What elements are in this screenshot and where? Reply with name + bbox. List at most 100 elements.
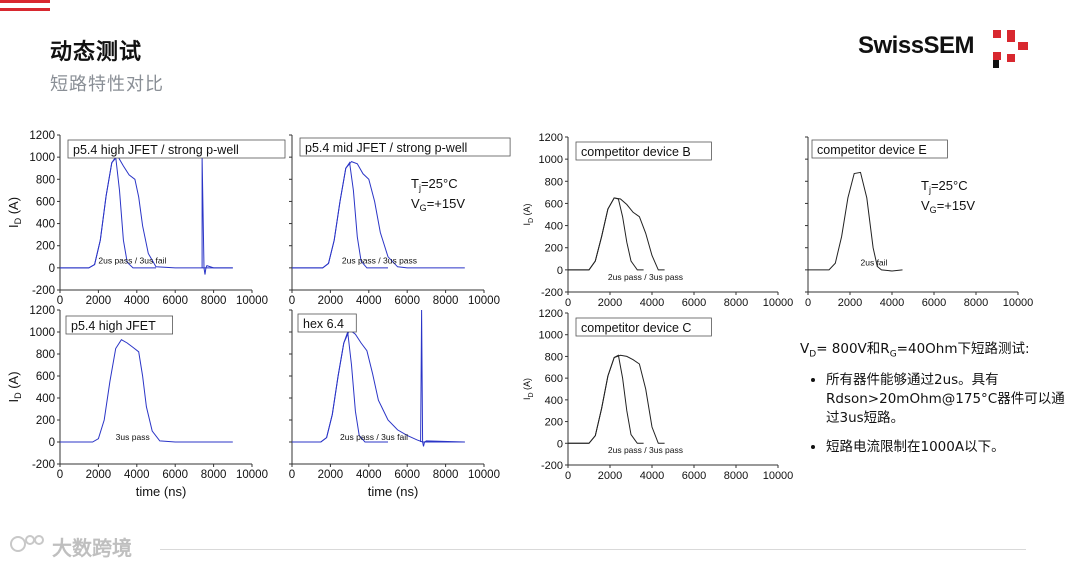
y-tick-label-1: 1200 <box>29 130 55 142</box>
x-tick-label-4: 0 <box>289 469 295 481</box>
y-axis-label-3: ID (A) <box>6 371 23 402</box>
x-tick-label-3: 4000 <box>124 469 150 481</box>
x-tick-label-4: 6000 <box>394 469 420 481</box>
x-tick-label-4: 4000 <box>356 469 382 481</box>
x-tick-label-3: 2000 <box>86 469 112 481</box>
x-tick-label-6: 10000 <box>1003 297 1034 309</box>
y-tick-label-7: 1200 <box>539 308 563 320</box>
x-tick-label-6: 2000 <box>838 297 862 309</box>
annotation-5: 2us pass / 3us pass <box>608 272 683 282</box>
slide-subtitle: 短路特性对比 <box>50 74 164 95</box>
legend-label-5: competitor device B <box>581 145 691 159</box>
legend-label-1: p5.4 high JFET / strong p-well <box>73 143 239 157</box>
y-tick-label-1: 0 <box>49 263 55 275</box>
annotation-3: 3us pass <box>116 432 150 442</box>
x-tick-label-5: 2000 <box>598 297 622 309</box>
series-line-4-3 <box>420 309 465 447</box>
legend-box-4 <box>297 313 357 333</box>
y-tick-label-7: 800 <box>545 351 563 363</box>
x-tick-label-2: 4000 <box>356 295 382 307</box>
x-tick-label-1: 6000 <box>162 295 188 307</box>
y-tick-label-1: -200 <box>32 285 55 297</box>
condition-tj-6: Tj=25°C <box>921 178 968 195</box>
y-tick-label-3: 1200 <box>29 305 55 317</box>
legend-label-2: p5.4 mid JFET / strong p-well <box>305 141 467 155</box>
watermark-logo-icon <box>10 535 44 552</box>
legend-label-3: p5.4 high JFET <box>71 319 156 333</box>
y-tick-label-7: 200 <box>545 417 563 429</box>
x-tick-label-2: 2000 <box>318 295 344 307</box>
series-line-7-2 <box>568 354 644 444</box>
legend-label-4: hex 6.4 <box>303 317 344 331</box>
x-tick-label-1: 4000 <box>124 295 150 307</box>
series-line-5-2 <box>568 197 644 271</box>
y-tick-label-5: 800 <box>545 176 563 188</box>
annotation-2: 2us pass / 3us pass <box>342 255 417 265</box>
legend-label-6: competitor device E <box>817 143 927 157</box>
swiss-cross-logo-icon <box>993 30 1028 68</box>
y-tick-label-3: 200 <box>36 415 55 427</box>
condition-vg-6: VG=+15V <box>921 198 975 215</box>
series-line-7-1 <box>568 354 665 444</box>
series-line-6-1 <box>808 171 903 272</box>
x-tick-label-5: 10000 <box>763 297 794 309</box>
x-tick-label-3: 8000 <box>201 469 227 481</box>
series-line-3-1 <box>60 339 233 443</box>
series-line-5-1 <box>568 197 665 271</box>
legend-box-7 <box>575 317 712 337</box>
x-tick-label-7: 8000 <box>724 470 748 482</box>
y-tick-label-7: 1000 <box>539 330 563 342</box>
test-notes: VD= 800V和RG=40Ohm下短路测试: 所有器件能够通过2us。具有Rd… <box>800 340 1070 467</box>
notes-bullet-1: 所有器件能够通过2us。具有Rdson>20mOhm@175°C器件可以通过3u… <box>826 371 1070 428</box>
x-tick-label-7: 0 <box>565 470 571 482</box>
x-tick-label-1: 10000 <box>236 295 268 307</box>
x-tick-label-5: 0 <box>565 297 571 309</box>
x-tick-label-5: 4000 <box>640 297 664 309</box>
y-tick-label-7: 0 <box>557 438 563 450</box>
series-line-4-2 <box>292 331 388 443</box>
y-axis-label-1: ID (A) <box>6 197 23 228</box>
x-tick-label-7: 10000 <box>763 470 794 482</box>
x-tick-label-7: 6000 <box>682 470 706 482</box>
y-tick-label-7: 400 <box>545 395 563 407</box>
y-tick-label-1: 800 <box>36 174 55 186</box>
y-tick-label-1: 400 <box>36 219 55 231</box>
y-tick-label-5: 200 <box>545 243 563 255</box>
legend-box-1 <box>67 139 286 159</box>
x-tick-label-7: 4000 <box>640 470 664 482</box>
x-tick-label-3: 6000 <box>162 469 188 481</box>
y-tick-label-3: 600 <box>36 371 55 383</box>
y-tick-label-5: 1200 <box>539 132 563 144</box>
x-tick-label-6: 6000 <box>922 297 946 309</box>
x-axis-label-3: time (ns) <box>136 484 187 499</box>
y-tick-label-5: 400 <box>545 221 563 233</box>
x-tick-label-6: 8000 <box>964 297 988 309</box>
y-tick-label-1: 200 <box>36 241 55 253</box>
series-line-1-1 <box>60 155 233 269</box>
y-tick-label-7: 600 <box>545 373 563 385</box>
x-tick-label-7: 2000 <box>598 470 622 482</box>
y-tick-label-5: 0 <box>557 265 563 277</box>
x-tick-label-4: 8000 <box>433 469 459 481</box>
x-tick-label-1: 8000 <box>201 295 227 307</box>
company-logo-text: SwissSEM <box>858 32 975 59</box>
series-line-1-3 <box>201 157 233 275</box>
y-tick-label-3: 1000 <box>29 327 55 339</box>
x-tick-label-2: 6000 <box>394 295 420 307</box>
x-tick-label-3: 0 <box>57 469 63 481</box>
x-tick-label-4: 2000 <box>318 469 344 481</box>
x-tick-label-1: 0 <box>57 295 63 307</box>
annotation-4: 2us pass / 3us fail <box>340 432 408 442</box>
x-tick-label-5: 6000 <box>682 297 706 309</box>
annotation-1: 2us pass / 3us fail <box>98 255 166 265</box>
accent-bar-second <box>0 8 50 11</box>
slide-title: 动态测试 <box>50 40 143 65</box>
y-axis-label-5: ID (A) <box>522 203 535 225</box>
y-tick-label-3: 800 <box>36 349 55 361</box>
x-tick-label-6: 4000 <box>880 297 904 309</box>
y-tick-label-5: 1000 <box>539 154 563 166</box>
x-tick-label-4: 10000 <box>468 469 500 481</box>
accent-bar-top <box>0 0 50 3</box>
watermark-text: 大数跨境 <box>52 536 132 560</box>
